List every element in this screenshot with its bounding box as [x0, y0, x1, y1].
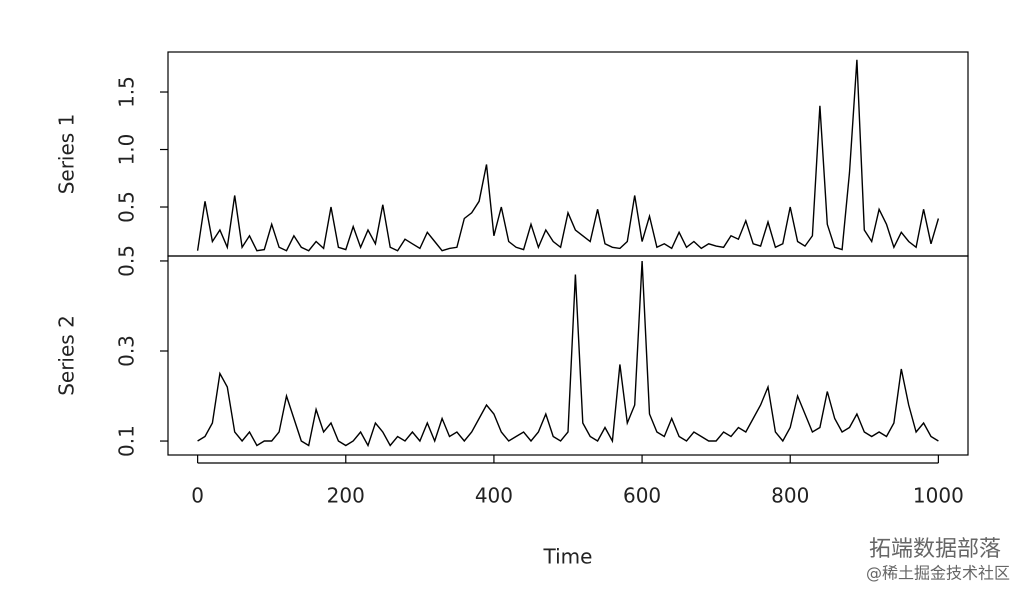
watermark: @稀土掘金技术社区	[866, 564, 1010, 583]
x-tick-label: 400	[475, 484, 513, 508]
x-tick-label: 1000	[913, 484, 964, 508]
y-axis-label: Series 1	[55, 114, 79, 195]
plot-frame	[167, 51, 969, 257]
x-axis-label: Time	[543, 545, 593, 569]
y-tick-label: 0.1	[115, 425, 139, 457]
x-tick-label: 800	[771, 484, 809, 508]
y-tick-label: 1.5	[115, 76, 139, 108]
x-tick-label: 600	[623, 484, 661, 508]
x-tick-label: 0	[191, 484, 204, 508]
y-axis-label: Series 2	[55, 315, 79, 396]
y-tick-label: 0.5	[115, 245, 139, 277]
series-line	[197, 260, 939, 448]
y-tick-label: 0.3	[115, 335, 139, 367]
y-tick-label: 1.0	[115, 134, 139, 166]
series-line	[196, 59, 940, 252]
y-tick-label: 0.5	[115, 191, 139, 223]
plot-frame	[167, 255, 969, 456]
x-tick-label: 200	[327, 484, 365, 508]
watermark: 拓端数据部落	[869, 537, 1001, 562]
